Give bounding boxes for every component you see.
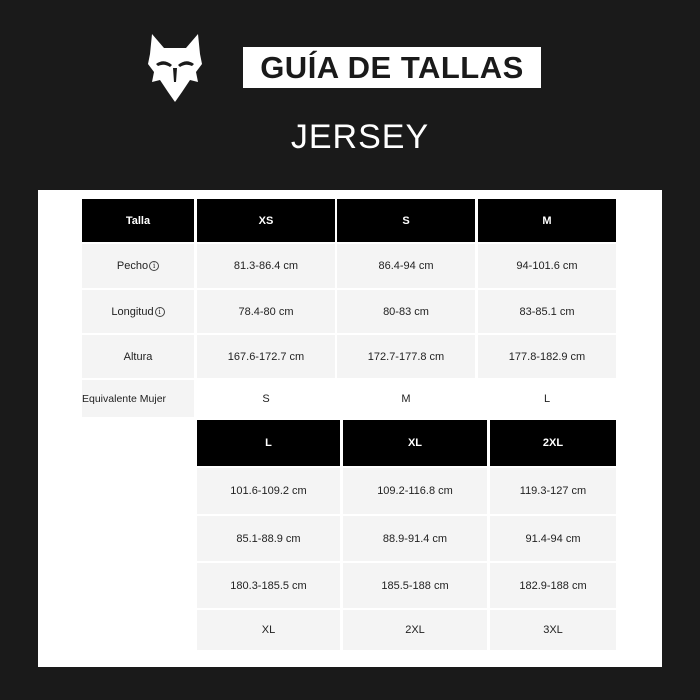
fox-logo-icon bbox=[148, 34, 202, 102]
cell-text: Longitud bbox=[111, 305, 154, 318]
cell-text: 101.6-109.2 cm bbox=[230, 485, 307, 497]
cell-text: 119.3-127 cm bbox=[519, 485, 587, 497]
cell-text: Equivalente Mujer bbox=[82, 392, 167, 405]
cell-text: Talla bbox=[125, 214, 151, 227]
header-cell: 2XL bbox=[490, 420, 616, 466]
cell-text: 78.4-80 cm bbox=[238, 305, 294, 318]
table-cell: 78.4-80 cm bbox=[197, 290, 335, 333]
table-cell: L bbox=[478, 380, 616, 417]
cell-text: 167.6-172.7 cm bbox=[227, 350, 305, 363]
table-cell: 83-85.1 cm bbox=[478, 290, 616, 333]
cell-text: L bbox=[543, 392, 551, 405]
table-cell: XL bbox=[197, 610, 340, 650]
table-cell: 86.4-94 cm bbox=[337, 244, 475, 288]
row-label: Longitud i bbox=[82, 290, 194, 333]
cell-text: 94-101.6 cm bbox=[516, 260, 578, 272]
info-icon[interactable]: i bbox=[154, 306, 165, 317]
table-cell: 185.5-188 cm bbox=[343, 563, 487, 608]
table-cell: 3XL bbox=[490, 610, 616, 650]
table-cell: M bbox=[337, 380, 475, 417]
table-cell: 180.3-185.5 cm bbox=[197, 563, 340, 608]
cell-text: 80-83 cm bbox=[383, 305, 429, 318]
row-label: Equivalente Mujer bbox=[82, 380, 194, 417]
table-cell: 101.6-109.2 cm bbox=[197, 468, 340, 514]
product-subtitle: JERSEY bbox=[290, 118, 430, 156]
table-cell: 177.8-182.9 cm bbox=[478, 335, 616, 378]
cell-text: 2XL bbox=[405, 624, 425, 636]
header-cell: XL bbox=[343, 420, 487, 466]
table-cell: 81.3-86.4 cm bbox=[197, 244, 335, 288]
cell-text: 2XL bbox=[542, 437, 564, 449]
header-cell: Talla bbox=[82, 199, 194, 242]
cell-text: 83-85.1 cm bbox=[519, 305, 575, 318]
table-cell: 80-83 cm bbox=[337, 290, 475, 333]
cell-text: L bbox=[265, 437, 272, 449]
cell-text: 177.8-182.9 cm bbox=[508, 350, 586, 363]
cell-text: S bbox=[402, 214, 410, 227]
table-cell: 2XL bbox=[343, 610, 487, 650]
row-label: Altura bbox=[82, 335, 194, 378]
cell-text: 172.7-177.8 cm bbox=[367, 350, 445, 363]
cell-text: 3XL bbox=[543, 624, 563, 636]
row-label: Pecho i bbox=[82, 244, 194, 288]
table-cell: 85.1-88.9 cm bbox=[197, 516, 340, 561]
cell-text: Pecho bbox=[116, 260, 149, 272]
cell-text: S bbox=[262, 392, 270, 405]
table-cell: 172.7-177.8 cm bbox=[337, 335, 475, 378]
cell-text: M bbox=[401, 392, 411, 405]
cell-text: 81.3-86.4 cm bbox=[233, 260, 299, 272]
page-title: GUÍA DE TALLAS bbox=[243, 47, 541, 88]
table-cell: 119.3-127 cm bbox=[490, 468, 616, 514]
header-cell: L bbox=[197, 420, 340, 466]
header-cell: XS bbox=[197, 199, 335, 242]
cell-text: 88.9-91.4 cm bbox=[382, 532, 448, 545]
info-icon[interactable]: i bbox=[149, 261, 160, 271]
header-cell: S bbox=[337, 199, 475, 242]
table-cell: 167.6-172.7 cm bbox=[197, 335, 335, 378]
cell-text: M bbox=[542, 214, 552, 227]
table-cell: 94-101.6 cm bbox=[478, 244, 616, 288]
cell-text: XL bbox=[261, 624, 276, 636]
cell-text: 86.4-94 cm bbox=[378, 260, 434, 272]
table-cell: S bbox=[197, 380, 335, 417]
table-cell: 182.9-188 cm bbox=[490, 563, 616, 608]
cell-text: XL bbox=[407, 437, 423, 449]
cell-text: 180.3-185.5 cm bbox=[230, 579, 307, 592]
cell-text: 109.2-116.8 cm bbox=[377, 485, 453, 497]
cell-text: Altura bbox=[123, 350, 153, 363]
cell-text: 182.9-188 cm bbox=[519, 579, 587, 592]
cell-text: 91.4-94 cm bbox=[525, 532, 581, 545]
table-cell: 88.9-91.4 cm bbox=[343, 516, 487, 561]
cell-text: 85.1-88.9 cm bbox=[236, 532, 301, 545]
cell-text: XS bbox=[258, 214, 274, 227]
cell-text: 185.5-188 cm bbox=[381, 579, 449, 592]
table-cell: 91.4-94 cm bbox=[490, 516, 616, 561]
table-cell: 109.2-116.8 cm bbox=[343, 468, 487, 514]
header-cell: M bbox=[478, 199, 616, 242]
